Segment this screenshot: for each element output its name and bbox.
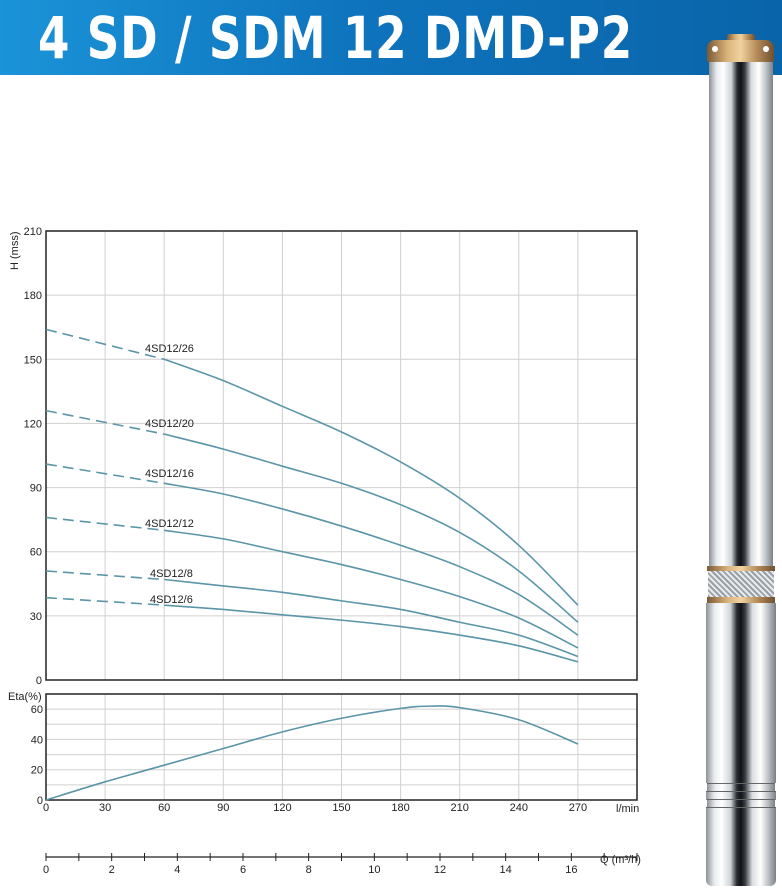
curve-label: 4SD12/8 [150,568,193,580]
x-tick-label: 120 [273,802,291,814]
y-tick-label: 210 [24,226,42,238]
y-tick-label: 30 [30,611,42,623]
y-tick-label: 0 [36,675,42,687]
x2-tick-label: 8 [306,864,312,876]
x2-tick-label: 0 [43,864,49,876]
curve-dashed-4SD12/8 [45,570,165,581]
x-tick-label: 90 [217,802,229,814]
curve-4SD12/8 [164,578,579,658]
page-title: 4 SD / SDM 12 DMD-P2 [38,4,633,72]
x2-tick-label: 6 [240,864,246,876]
y-tick-label: 60 [30,547,42,559]
title-bar: 4 SD / SDM 12 DMD-P2 [0,0,782,75]
x2-tick-label: 10 [368,864,380,876]
y-tick-label: 90 [30,483,42,495]
x2-tick-label: 14 [500,864,512,876]
curve-label: 4SD12/6 [150,594,193,606]
curve-label: 4SD12/20 [145,418,194,430]
curve-4SD12/16 [164,482,579,636]
curve-4SD12/12 [164,529,579,649]
y-tick-label: 60 [31,704,43,716]
x-tick-label: 0 [43,802,49,814]
head-chart-frame [45,230,638,681]
x-tick-label: 270 [569,802,587,814]
curve-dashed-4SD12/20 [45,409,165,435]
y-tick-label: 150 [24,354,42,366]
x-tick-label: 210 [451,802,469,814]
curve-dashed-4SD12/16 [45,463,165,485]
curve-dashed-4SD12/6 [45,596,165,606]
y-tick-label: 120 [24,418,42,430]
y-tick-label: 20 [31,765,43,777]
curve-4SD12/6 [164,604,579,663]
x2-tick-label: 4 [174,864,180,876]
y-axis-label: H (mss) [9,232,21,271]
x-tick-label: 30 [99,802,111,814]
y-tick-label: 0 [37,795,43,807]
x2-tick-label: 2 [109,864,115,876]
y-tick-label: 40 [31,734,43,746]
curve-label: 4SD12/16 [145,468,194,480]
x-tick-label: 180 [391,802,409,814]
curve-label: 4SD12/12 [145,518,194,530]
curve-4SD12/26 [163,358,579,606]
x-tick-label: 150 [332,802,350,814]
y-axis-label: Eta(%) [8,691,42,703]
eta-chart-frame [45,693,638,801]
y-tick-label: 180 [24,290,42,302]
x-axis-label: l/min [616,803,639,815]
eta-curve [45,705,579,801]
curve-dashed-4SD12/26 [45,328,165,361]
x-tick-label: 60 [158,802,170,814]
curve-label: 4SD12/26 [145,343,194,355]
x2-tick-label: 16 [565,864,577,876]
x2-axis-label: Q (m³/h) [600,854,641,866]
curve-dashed-4SD12/12 [45,516,165,532]
curve-4SD12/20 [164,433,579,623]
x-tick-label: 240 [510,802,528,814]
x2-tick-label: 12 [434,864,446,876]
